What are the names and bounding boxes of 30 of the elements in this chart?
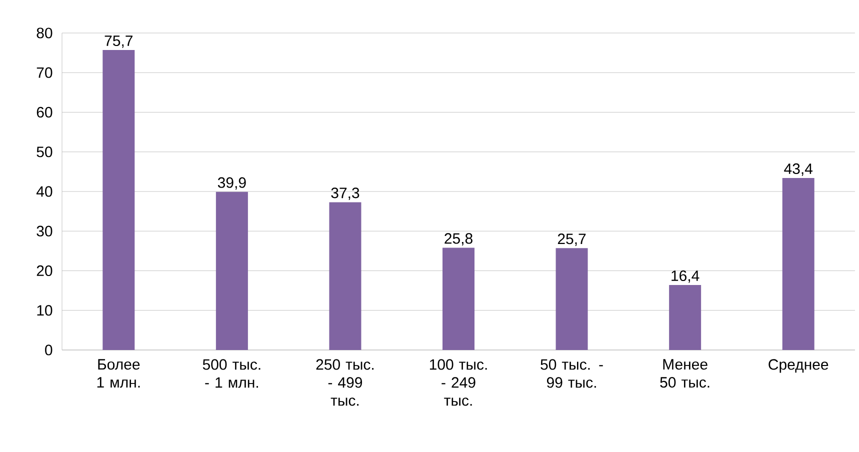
y-tick-label: 40 (36, 186, 52, 197)
x-tick-label: Более 1 млн. (97, 359, 140, 388)
y-tick-label: 50 (36, 146, 52, 158)
x-tick-label: 100 тыс. - 249 тыс. (430, 359, 487, 406)
bar (442, 248, 474, 350)
data-label: 16,4 (672, 270, 700, 283)
y-tick-label: 20 (36, 265, 52, 276)
data-label: 43,4 (784, 163, 813, 176)
y-tick-label: 80 (36, 28, 52, 38)
data-label: 37,3 (331, 188, 360, 200)
y-tick-label: 10 (37, 305, 52, 316)
bar (669, 285, 702, 350)
y-tick-label: 60 (36, 106, 52, 118)
bar (216, 192, 248, 350)
x-tick-label: Менее 50 тыс. (660, 359, 710, 388)
data-label: 25,7 (558, 234, 586, 246)
x-tick-label: 500 тыс. - 1 млн. (202, 359, 260, 388)
x-tick-label: Среднее (768, 359, 828, 373)
y-tick-label: 0 (45, 344, 52, 356)
data-label: 39,9 (218, 177, 246, 190)
data-label: 75,7 (104, 36, 132, 48)
bar (329, 202, 362, 350)
bar (102, 50, 135, 350)
bar (556, 248, 588, 350)
y-tick-label: 70 (36, 67, 52, 78)
bar (782, 178, 814, 350)
y-tick-label: 30 (36, 226, 52, 236)
x-tick-label: 250 тыс. - 499 тыс. (316, 359, 374, 406)
x-tick-label: 50 тыс. - 99 тыс. (540, 359, 603, 388)
data-label: 25,8 (444, 233, 472, 246)
